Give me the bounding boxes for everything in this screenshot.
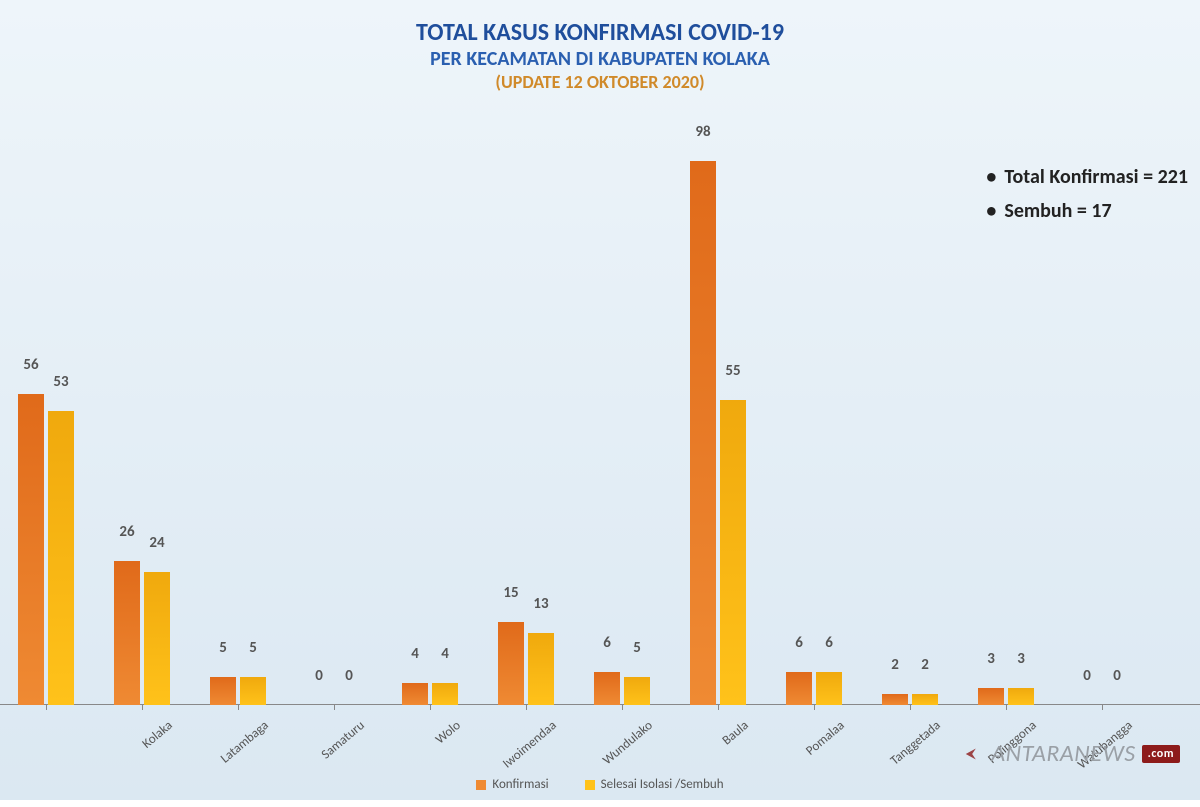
bar: [624, 677, 650, 705]
x-tick: [910, 705, 911, 710]
legend-swatch: [476, 780, 486, 790]
bar-value-label: 15: [498, 584, 524, 602]
watermark-icon: [963, 743, 985, 765]
bar: [48, 411, 74, 705]
plot-area: 56532624550044151365985566223300: [0, 150, 1200, 705]
category-label: Pomalaa: [746, 718, 848, 807]
bar: [690, 161, 716, 705]
title-sub: PER KECAMATAN DI KABUPATEN KOLAKA: [0, 47, 1200, 71]
bar: [786, 672, 812, 705]
bar-value-label: 2: [912, 656, 938, 674]
category-label: Kolaka: [74, 718, 176, 807]
bar-value-label: 5: [210, 639, 236, 657]
bar: [114, 561, 140, 705]
bar: [402, 683, 428, 705]
bar: [498, 622, 524, 705]
legend-label: Selesai Isolasi /Sembuh: [601, 777, 724, 792]
bar: [210, 677, 236, 705]
bar-value-label: 56: [18, 356, 44, 374]
bar-value-label: 0: [336, 667, 362, 685]
x-tick: [814, 705, 815, 710]
title-date: (UPDATE 12 OKTOBER 2020): [0, 71, 1200, 93]
x-tick: [526, 705, 527, 710]
x-tick: [46, 705, 47, 710]
legend-item: Konfirmasi: [476, 777, 548, 792]
bar-value-label: 26: [114, 523, 140, 541]
bar-value-label: 3: [978, 650, 1004, 668]
bar: [240, 677, 266, 705]
category-label: Samaturu: [266, 718, 368, 807]
legend-swatch: [585, 780, 595, 790]
bar-value-label: 6: [786, 634, 812, 652]
chart-container: TOTAL KASUS KONFIRMASI COVID-19 PER KECA…: [0, 0, 1200, 800]
category-label: Wolo: [362, 718, 464, 807]
title-main: TOTAL KASUS KONFIRMASI COVID-19: [0, 18, 1200, 47]
bar: [432, 683, 458, 705]
bar-value-label: 2: [882, 656, 908, 674]
legend-item: Selesai Isolasi /Sembuh: [585, 777, 724, 792]
watermark: ANTARANEWS .com: [963, 739, 1180, 768]
x-tick: [622, 705, 623, 710]
x-tick: [238, 705, 239, 710]
bar: [912, 694, 938, 705]
bar-value-label: 55: [720, 362, 746, 380]
bar-value-label: 4: [432, 645, 458, 663]
bar: [978, 688, 1004, 705]
bar: [1008, 688, 1034, 705]
category-label: Baula: [650, 718, 752, 807]
x-tick: [430, 705, 431, 710]
bar: [144, 572, 170, 705]
category-label: Wundulako: [554, 718, 656, 807]
category-label: Latambaga: [170, 718, 272, 807]
title-block: TOTAL KASUS KONFIRMASI COVID-19 PER KECA…: [0, 0, 1200, 93]
bar-value-label: 24: [144, 534, 170, 552]
watermark-text: ANTARANEWS: [991, 739, 1135, 768]
bar-value-label: 0: [306, 667, 332, 685]
x-tick: [1102, 705, 1103, 710]
bar-value-label: 0: [1104, 667, 1130, 685]
bar: [528, 633, 554, 705]
bar-value-label: 13: [528, 595, 554, 613]
legend-label: Konfirmasi: [492, 777, 548, 792]
x-tick: [1006, 705, 1007, 710]
category-label: Tanggetada: [842, 718, 944, 807]
bar: [18, 394, 44, 705]
bar-value-label: 98: [690, 123, 716, 141]
bar-value-label: 5: [624, 639, 650, 657]
bar-value-label: 0: [1074, 667, 1100, 685]
bar-value-label: 6: [816, 634, 842, 652]
x-tick: [334, 705, 335, 710]
bar-value-label: 5: [240, 639, 266, 657]
x-tick: [718, 705, 719, 710]
category-label: Iwoimendaa: [458, 718, 560, 807]
bar: [816, 672, 842, 705]
bar-value-label: 3: [1008, 650, 1034, 668]
bar: [882, 694, 908, 705]
watermark-suffix: .com: [1142, 745, 1180, 763]
bar: [720, 400, 746, 705]
legend: Konfirmasi Selesai Isolasi /Sembuh: [0, 777, 1200, 792]
bar-value-label: 53: [48, 373, 74, 391]
x-tick: [142, 705, 143, 710]
bar-value-label: 6: [594, 634, 620, 652]
bar: [594, 672, 620, 705]
bar-value-label: 4: [402, 645, 428, 663]
